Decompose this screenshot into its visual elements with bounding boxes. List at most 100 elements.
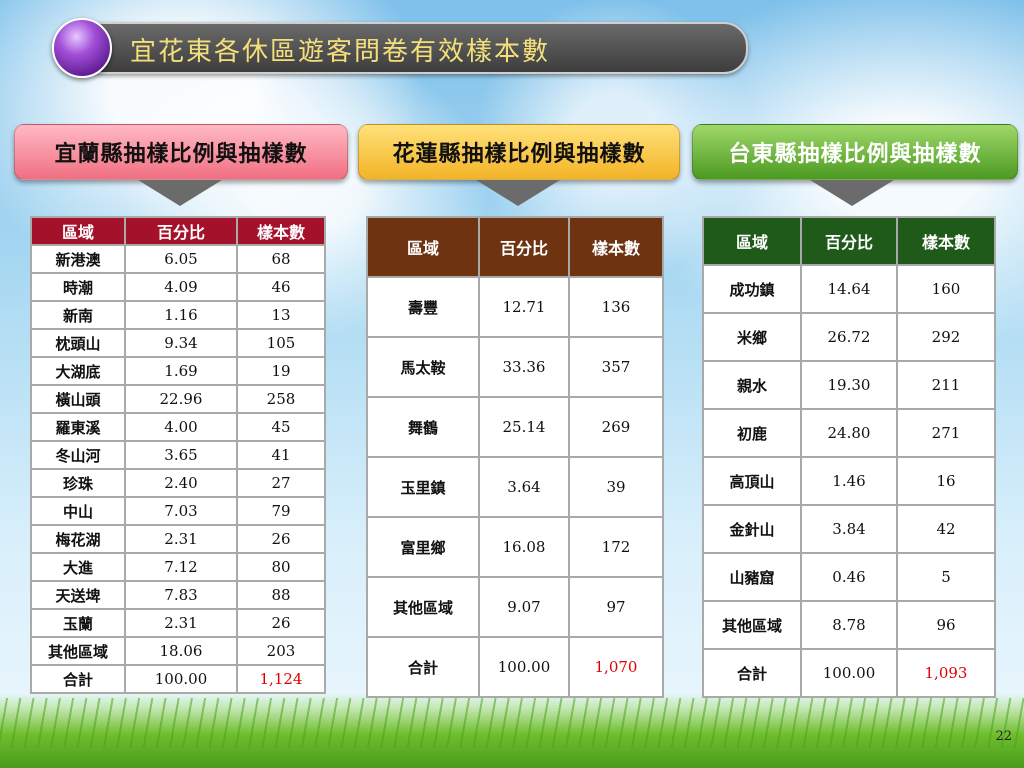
percent-cell: 14.64 (800, 264, 898, 314)
region-cell: 親水 (702, 360, 802, 410)
percent-cell: 16.08 (478, 516, 570, 578)
region-cell: 其他區域 (702, 600, 802, 650)
percent-cell: 100.00 (124, 664, 238, 694)
table-row: 山豬窟 0.46 5 (702, 552, 996, 602)
grass-decoration (0, 693, 1024, 768)
sample-count-cell: 136 (568, 276, 664, 338)
region-cell: 玉蘭 (30, 608, 126, 638)
down-arrow-icon (138, 180, 222, 206)
region-cell: 天送埤 (30, 580, 126, 610)
table-row: 天送埤 7.83 88 (30, 580, 326, 610)
page-number: 22 (995, 729, 1012, 744)
table-row: 橫山頭 22.96 258 (30, 384, 326, 414)
column-header: 區域 (30, 216, 126, 246)
table-row: 冬山河 3.65 41 (30, 440, 326, 470)
table-row: 親水 19.30 211 (702, 360, 996, 410)
percent-cell: 3.65 (124, 440, 238, 470)
percent-cell: 0.46 (800, 552, 898, 602)
column-header: 百分比 (124, 216, 238, 246)
sample-count-cell: 80 (236, 552, 326, 582)
table-row: 馬太鞍 33.36 357 (366, 336, 664, 398)
taitung-heading: 台東縣抽樣比例與抽樣數 (692, 124, 1018, 180)
down-arrow-icon (810, 180, 894, 206)
region-cell: 富里鄉 (366, 516, 480, 578)
region-cell: 枕頭山 (30, 328, 126, 358)
column-header: 區域 (366, 216, 480, 278)
percent-cell: 33.36 (478, 336, 570, 398)
yilan-heading: 宜蘭縣抽樣比例與抽樣數 (14, 124, 348, 180)
sample-count-cell: 1,093 (896, 648, 996, 698)
column-header: 百分比 (800, 216, 898, 266)
region-cell: 金針山 (702, 504, 802, 554)
sample-count-cell: 203 (236, 636, 326, 666)
region-cell: 新港澳 (30, 244, 126, 274)
region-cell: 合計 (30, 664, 126, 694)
table-row: 其他區域 8.78 96 (702, 600, 996, 650)
column-header: 區域 (702, 216, 802, 266)
percent-cell: 12.71 (478, 276, 570, 338)
region-cell: 其他區域 (30, 636, 126, 666)
total-row: 合計 100.00 1,093 (702, 648, 996, 698)
sample-count-cell: 46 (236, 272, 326, 302)
table-row: 成功鎮 14.64 160 (702, 264, 996, 314)
table-header-row: 區域 百分比 樣本數 (30, 216, 326, 246)
sample-count-cell: 5 (896, 552, 996, 602)
region-cell: 馬太鞍 (366, 336, 480, 398)
percent-cell: 8.78 (800, 600, 898, 650)
sample-count-cell: 79 (236, 496, 326, 526)
table-row: 其他區域 18.06 203 (30, 636, 326, 666)
sample-count-cell: 26 (236, 524, 326, 554)
percent-cell: 7.12 (124, 552, 238, 582)
percent-cell: 25.14 (478, 396, 570, 458)
region-cell: 米鄉 (702, 312, 802, 362)
percent-cell: 4.00 (124, 412, 238, 442)
percent-cell: 9.07 (478, 576, 570, 638)
sample-count-cell: 160 (896, 264, 996, 314)
column-header: 百分比 (478, 216, 570, 278)
percent-cell: 7.83 (124, 580, 238, 610)
percent-cell: 24.80 (800, 408, 898, 458)
sample-count-cell: 97 (568, 576, 664, 638)
sample-count-cell: 357 (568, 336, 664, 398)
table-row: 壽豐 12.71 136 (366, 276, 664, 338)
percent-cell: 19.30 (800, 360, 898, 410)
table-row: 枕頭山 9.34 105 (30, 328, 326, 358)
percent-cell: 2.31 (124, 524, 238, 554)
hualien-table: 區域 百分比 樣本數 壽豐 12.71 136 馬太鞍 33.36 357 舞鶴 25.14 269… (366, 216, 664, 698)
percent-cell: 1.69 (124, 356, 238, 386)
table-row: 米鄉 26.72 292 (702, 312, 996, 362)
sample-count-cell: 45 (236, 412, 326, 442)
total-row: 合計 100.00 1,070 (366, 636, 664, 698)
sample-count-cell: 172 (568, 516, 664, 578)
percent-cell: 2.40 (124, 468, 238, 498)
percent-cell: 26.72 (800, 312, 898, 362)
sample-count-cell: 88 (236, 580, 326, 610)
table-row: 玉蘭 2.31 26 (30, 608, 326, 638)
region-cell: 大進 (30, 552, 126, 582)
sample-count-cell: 96 (896, 600, 996, 650)
sample-count-cell: 1,124 (236, 664, 326, 694)
column-header: 樣本數 (568, 216, 664, 278)
region-cell: 新南 (30, 300, 126, 330)
table-row: 初鹿 24.80 271 (702, 408, 996, 458)
table-header-row: 區域 百分比 樣本數 (366, 216, 664, 278)
purple-orb-icon (52, 18, 112, 78)
region-cell: 高頂山 (702, 456, 802, 506)
title-bar: 宜花東各休區遊客問卷有效樣本數 (78, 22, 748, 74)
sample-count-cell: 292 (896, 312, 996, 362)
region-cell: 合計 (702, 648, 802, 698)
region-cell: 梅花湖 (30, 524, 126, 554)
sample-count-cell: 1,070 (568, 636, 664, 698)
region-cell: 玉里鎮 (366, 456, 480, 518)
region-cell: 橫山頭 (30, 384, 126, 414)
percent-cell: 100.00 (800, 648, 898, 698)
sample-count-cell: 41 (236, 440, 326, 470)
table-row: 大湖底 1.69 19 (30, 356, 326, 386)
table-row: 中山 7.03 79 (30, 496, 326, 526)
table-row: 新南 1.16 13 (30, 300, 326, 330)
table-row: 金針山 3.84 42 (702, 504, 996, 554)
percent-cell: 1.16 (124, 300, 238, 330)
table-row: 其他區域 9.07 97 (366, 576, 664, 638)
taitung-table: 區域 百分比 樣本數 成功鎮 14.64 160 米鄉 26.72 292 親水 19.30 211… (702, 216, 996, 698)
region-cell: 羅東溪 (30, 412, 126, 442)
